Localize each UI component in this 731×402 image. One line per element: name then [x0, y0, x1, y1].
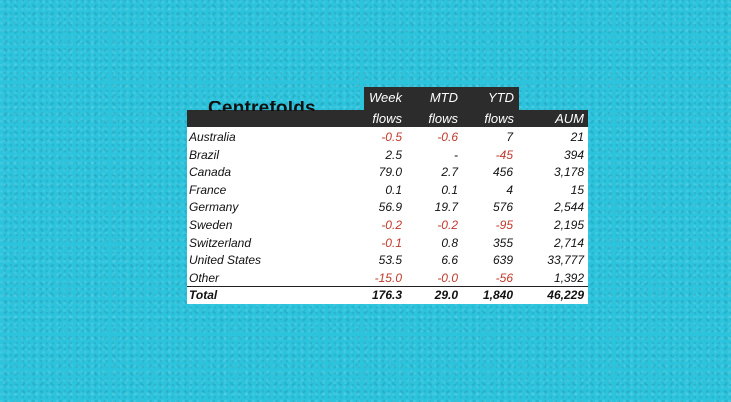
mtd-flows-cell: -0.2: [437, 218, 458, 232]
week-flows-cell: -0.1: [381, 235, 402, 250]
mtd-flows-cell: -0.0: [437, 270, 458, 285]
mtd-flows-cell: 0.8: [441, 235, 458, 250]
country-cell: Other: [189, 270, 220, 285]
flows-table-panel: [187, 110, 588, 304]
table-row: Germany 56.9 19.7 576 2,544: [187, 198, 588, 216]
ytd-flows-cell: 456: [492, 165, 513, 180]
country-cell: Switzerland: [189, 235, 252, 250]
aum-cell: 1,392: [553, 270, 584, 285]
total-ytd: 1,840: [482, 288, 513, 302]
header-band-background: [187, 110, 588, 127]
header-ytd-line1: YTD: [488, 90, 514, 105]
ytd-flows-cell: 639: [492, 253, 513, 268]
table-row: Australia -0.5 -0.6 7 21: [187, 128, 588, 146]
total-aum: 46,229: [547, 288, 584, 302]
partially-hidden-title: Centrefolds: [208, 101, 316, 111]
aum-cell: 2,195: [553, 218, 584, 232]
week-flows-cell: 79.0: [378, 165, 402, 180]
table-row: Canada 79.0 2.7 456 3,178: [187, 163, 588, 181]
week-flows-cell: 2.5: [385, 147, 402, 162]
ytd-flows-cell: 355: [492, 235, 513, 250]
country-cell: Brazil: [189, 147, 220, 162]
header-aum: AUM: [555, 111, 584, 126]
total-mtd: 29.0: [434, 288, 458, 302]
mtd-flows-cell: 6.6: [441, 253, 458, 268]
week-flows-cell: 53.5: [378, 253, 402, 268]
table-row: France 0.1 0.1 4 15: [187, 181, 588, 199]
country-cell: Sweden: [189, 218, 233, 232]
total-week: 176.3: [371, 288, 402, 302]
aum-cell: 33,777: [547, 253, 584, 268]
table-row: Brazil 2.5 - -45 394: [187, 146, 588, 164]
aum-cell: 2,544: [553, 200, 584, 215]
mtd-flows-cell: 0.1: [441, 182, 458, 197]
header-mtd-line2: flows: [428, 111, 458, 126]
ytd-flows-cell: -45: [495, 147, 513, 162]
ytd-flows-cell: 7: [506, 130, 513, 144]
total-divider: [187, 286, 588, 287]
country-cell: France: [189, 182, 227, 197]
week-flows-cell: -0.2: [381, 218, 402, 232]
aum-cell: 394: [563, 147, 584, 162]
header-week-line1: Week: [369, 90, 402, 105]
week-flows-cell: 56.9: [378, 200, 402, 215]
aum-cell: 3,178: [553, 165, 584, 180]
week-flows-cell: -15.0: [374, 270, 402, 285]
country-cell: United States: [189, 253, 262, 268]
week-flows-cell: -0.5: [381, 130, 402, 144]
header-mtd-line1: MTD: [429, 90, 458, 105]
country-cell: Germany: [189, 200, 239, 215]
header-ytd-line2: flows: [484, 111, 514, 126]
country-cell: Australia: [189, 130, 236, 144]
week-flows-cell: 0.1: [385, 182, 402, 197]
total-row: Total 176.3 29.0 1,840 46,229: [187, 286, 588, 304]
mtd-flows-cell: 2.7: [441, 165, 458, 180]
table-row: Other -15.0 -0.0 -56 1,392: [187, 269, 588, 287]
ytd-flows-cell: -95: [495, 218, 513, 232]
table-row: Switzerland -0.1 0.8 355 2,714: [187, 234, 588, 252]
header-week-line2: flows: [372, 111, 402, 126]
aum-cell: 2,714: [553, 235, 584, 250]
country-cell: Canada: [189, 165, 232, 180]
mtd-flows-cell: -: [454, 147, 458, 162]
ytd-flows-cell: 4: [506, 182, 513, 197]
aum-cell: 21: [570, 130, 584, 144]
aum-cell: 15: [570, 182, 584, 197]
table-row: Sweden -0.2 -0.2 -95 2,195: [187, 216, 588, 234]
mtd-flows-cell: 19.7: [434, 200, 458, 215]
table-row: United States 53.5 6.6 639 33,777: [187, 251, 588, 269]
mtd-flows-cell: -0.6: [437, 130, 458, 144]
total-label: Total: [189, 288, 218, 302]
ytd-flows-cell: 576: [492, 200, 513, 215]
ytd-flows-cell: -56: [495, 270, 513, 285]
header-tab-background: [364, 87, 519, 111]
